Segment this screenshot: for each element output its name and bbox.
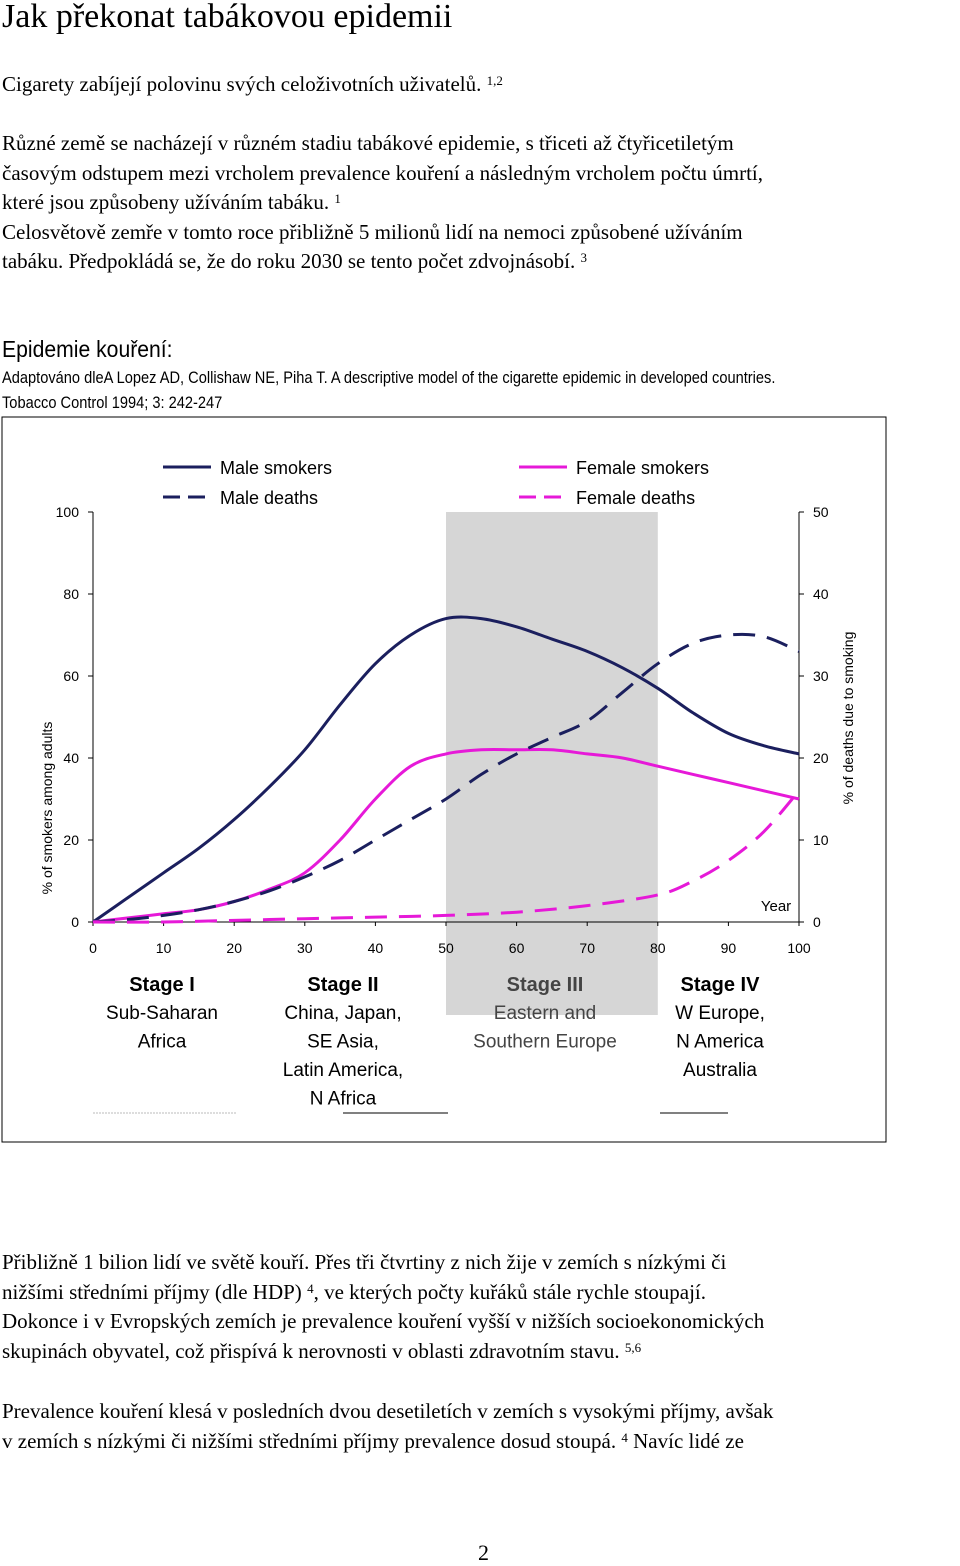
stage-title: Stage I xyxy=(129,974,195,996)
reference-marker: 3 xyxy=(580,250,588,265)
page-number: 2 xyxy=(478,1540,489,1565)
citation-line: Adaptováno dleA Lopez AD, Collishaw NE, … xyxy=(2,368,776,387)
stage-countries-line: China, Japan, xyxy=(284,1003,401,1024)
x-tick-label: 70 xyxy=(579,940,595,956)
stage-countries-line: SE Asia, xyxy=(307,1032,379,1053)
x-tick-label: 10 xyxy=(156,940,172,956)
right-tick-label: 10 xyxy=(813,832,829,848)
text-span: v zemích s nízkými či nižšími středními … xyxy=(2,1428,617,1453)
x-tick-label: 40 xyxy=(368,940,384,956)
left-tick-label: 20 xyxy=(63,832,79,848)
trend-paragraph: Prevalence kouření klesá v posledních dv… xyxy=(2,1397,773,1456)
stage-countries-line: N Africa xyxy=(310,1089,377,1110)
y-axis-title: % of smokers among adults xyxy=(39,722,55,895)
intro-text: Cigarety zabíjejí polovinu svých celoživ… xyxy=(2,72,482,96)
prevalence-paragraph: Přibližně 1 bilion lidí ve světě kouří. … xyxy=(2,1248,764,1366)
citation-line: Tobacco Control 1994; 3: 242-247 xyxy=(2,393,223,412)
text-line: nižšími středními příjmy (dle HDP) 4, ve… xyxy=(2,1278,764,1308)
stage-countries-line: Australia xyxy=(683,1060,757,1081)
text-line: skupinách obyvatel, což přispívá k nerov… xyxy=(2,1337,764,1367)
left-tick-label: 0 xyxy=(71,914,79,930)
x-tick-label: 50 xyxy=(438,940,454,956)
text-span: Navíc lidé ze xyxy=(633,1428,744,1453)
left-tick-label: 60 xyxy=(63,668,79,684)
right-tick-label: 20 xyxy=(813,750,829,766)
text-span: , ve kterých počty kuřáků stále rychle s… xyxy=(313,1279,707,1304)
x-tick-label: 90 xyxy=(721,940,737,956)
text-span: které jsou způsobeny užíváním tabáku. xyxy=(2,190,330,214)
text-span: nižšími středními příjmy (dle HDP) xyxy=(2,1279,302,1304)
reference-marker: 4 xyxy=(307,1280,314,1296)
legend-label-female-deaths: Female deaths xyxy=(576,488,695,508)
female-deaths-series-line xyxy=(92,789,801,924)
text-line: v zemích s nízkými či nižšími středními … xyxy=(2,1427,773,1457)
stage-title: Stage II xyxy=(307,974,378,996)
stage-title: Stage III xyxy=(507,974,584,996)
text-line: Přibližně 1 bilion lidí ve světě kouří. … xyxy=(2,1250,727,1274)
x-tick-label: 20 xyxy=(226,940,242,956)
y2-axis-title: % of deaths due to smoking xyxy=(840,632,856,805)
epidemic-paragraph: Různé země se nacházejí v různém stadiu … xyxy=(2,129,763,277)
x-tick-label: 0 xyxy=(89,940,97,956)
text-line: Celosvětově zemře v tomto roce přibližně… xyxy=(2,219,743,244)
legend-label-male-deaths: Male deaths xyxy=(220,488,318,508)
reference-marker: 4 xyxy=(621,1429,628,1445)
chart-frame xyxy=(1,416,887,1143)
text-span: skupinách obyvatel, což přispívá k nerov… xyxy=(2,1338,620,1363)
left-tick-label: 100 xyxy=(56,504,80,520)
right-tick-label: 30 xyxy=(813,668,829,684)
x-tick-label: 30 xyxy=(297,940,313,956)
stage-countries-line: Sub-Saharan xyxy=(106,1003,218,1024)
legend-label-female-smokers: Female smokers xyxy=(576,458,709,478)
section-heading: Epidemie kouření: xyxy=(2,336,173,362)
male-smokers-series-line xyxy=(92,615,800,924)
stage-countries-line: Southern Europe xyxy=(473,1032,617,1053)
text-line: Různé země se nacházejí v různém stadiu … xyxy=(2,131,734,155)
stage-countries-line: Latin America, xyxy=(283,1060,403,1081)
x-axis-title: Year xyxy=(761,898,791,915)
left-tick-label: 80 xyxy=(63,586,79,602)
stage-countries-line: Africa xyxy=(138,1032,187,1053)
legend-label-male-smokers: Male smokers xyxy=(220,458,332,478)
stage-countries-line: W Europe, xyxy=(675,1003,765,1024)
text-line: časovým odstupem mezi vrcholem prevalenc… xyxy=(2,160,764,185)
text-span: tabáku. Předpokládá se, že do roku 2030 … xyxy=(2,249,576,273)
stage-iii-shaded-region xyxy=(446,512,658,1015)
left-tick-label: 40 xyxy=(63,750,79,766)
page-title: Jak překonat tabákovou epidemii xyxy=(2,0,453,35)
stage-countries-line: N America xyxy=(676,1032,764,1053)
right-tick-label: 0 xyxy=(813,914,821,930)
stage-title: Stage IV xyxy=(681,974,761,996)
x-tick-label: 60 xyxy=(509,940,525,956)
intro-paragraph: Cigarety zabíjejí polovinu svých celoživ… xyxy=(2,70,503,100)
text-line: tabáku. Předpokládá se, že do roku 2030 … xyxy=(2,247,763,277)
x-tick-label: 80 xyxy=(650,940,666,956)
male-deaths-series-line xyxy=(92,632,800,924)
reference-marker: 5,6 xyxy=(624,1339,642,1355)
text-line: které jsou způsobeny užíváním tabáku. 1 xyxy=(2,188,763,218)
reference-marker: 1 xyxy=(334,191,341,206)
text-line: Prevalence kouření klesá v posledních dv… xyxy=(2,1399,774,1423)
reference-marker: 1,2 xyxy=(486,73,503,88)
right-tick-label: 40 xyxy=(813,586,829,602)
x-tick-label: 100 xyxy=(787,940,811,956)
stage-countries-line: Eastern and xyxy=(494,1003,596,1024)
text-line: Dokonce i v Evropských zemích je prevale… xyxy=(2,1309,765,1333)
right-tick-label: 50 xyxy=(813,504,829,520)
